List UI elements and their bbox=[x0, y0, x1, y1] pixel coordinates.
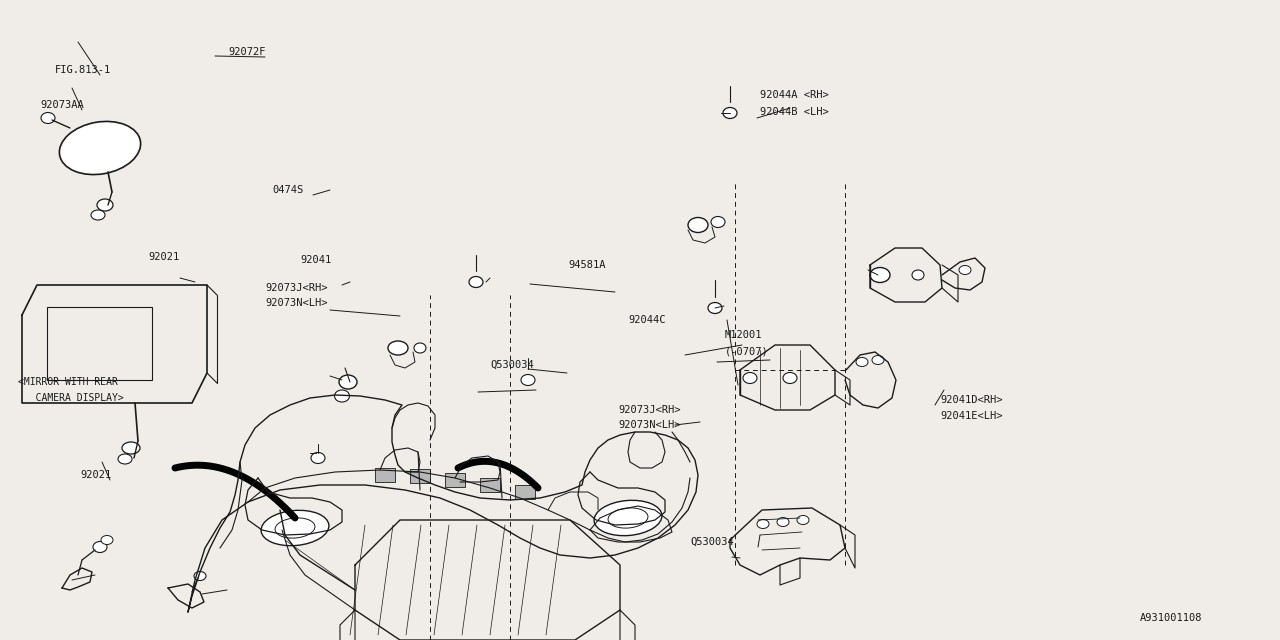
Bar bbox=[410, 469, 430, 483]
Ellipse shape bbox=[913, 270, 924, 280]
Ellipse shape bbox=[797, 515, 809, 525]
Text: 92073J<RH>: 92073J<RH> bbox=[618, 405, 681, 415]
Text: Q530034: Q530034 bbox=[690, 537, 733, 547]
Text: 92044C: 92044C bbox=[628, 315, 666, 325]
Ellipse shape bbox=[41, 113, 55, 124]
Ellipse shape bbox=[856, 358, 868, 367]
Text: 92044A <RH>: 92044A <RH> bbox=[760, 90, 828, 100]
Ellipse shape bbox=[959, 266, 972, 275]
Ellipse shape bbox=[708, 303, 722, 314]
Ellipse shape bbox=[311, 452, 325, 463]
Text: 92041D<RH>: 92041D<RH> bbox=[940, 395, 1002, 405]
Text: CAMERA DISPLAY>: CAMERA DISPLAY> bbox=[18, 393, 124, 403]
Ellipse shape bbox=[689, 218, 708, 232]
Text: M12001: M12001 bbox=[724, 330, 763, 340]
Text: 0474S: 0474S bbox=[273, 185, 303, 195]
Ellipse shape bbox=[195, 572, 206, 580]
Text: 92072F: 92072F bbox=[228, 47, 265, 57]
Ellipse shape bbox=[723, 108, 737, 118]
Ellipse shape bbox=[91, 210, 105, 220]
Ellipse shape bbox=[122, 442, 140, 454]
Text: 92073N<LH>: 92073N<LH> bbox=[265, 298, 328, 308]
Ellipse shape bbox=[777, 518, 788, 527]
Ellipse shape bbox=[413, 343, 426, 353]
Ellipse shape bbox=[101, 536, 113, 545]
Text: 92041E<LH>: 92041E<LH> bbox=[940, 411, 1002, 421]
Text: FIG.813-1: FIG.813-1 bbox=[55, 65, 111, 75]
Text: 92073N<LH>: 92073N<LH> bbox=[618, 420, 681, 430]
Bar bbox=[445, 473, 465, 487]
Ellipse shape bbox=[783, 372, 797, 383]
Ellipse shape bbox=[608, 508, 648, 528]
Ellipse shape bbox=[468, 276, 483, 287]
Text: 92073AA: 92073AA bbox=[40, 100, 83, 110]
Ellipse shape bbox=[521, 374, 535, 385]
Text: (-0707): (-0707) bbox=[724, 346, 769, 356]
Text: 92041: 92041 bbox=[300, 255, 332, 265]
Text: 92021: 92021 bbox=[81, 470, 111, 480]
Ellipse shape bbox=[97, 199, 113, 211]
Ellipse shape bbox=[756, 520, 769, 529]
Ellipse shape bbox=[870, 268, 890, 282]
Text: 94581A: 94581A bbox=[568, 260, 605, 270]
Text: 92021: 92021 bbox=[148, 252, 179, 262]
Ellipse shape bbox=[872, 355, 884, 365]
Ellipse shape bbox=[334, 390, 349, 402]
Bar bbox=[375, 468, 396, 482]
Ellipse shape bbox=[388, 341, 408, 355]
Text: A931001108: A931001108 bbox=[1140, 613, 1202, 623]
Ellipse shape bbox=[742, 372, 756, 383]
Text: Q530034: Q530034 bbox=[490, 360, 534, 370]
Text: <MIRROR WITH REAR: <MIRROR WITH REAR bbox=[18, 377, 118, 387]
Ellipse shape bbox=[261, 510, 329, 546]
Ellipse shape bbox=[118, 454, 132, 464]
Ellipse shape bbox=[594, 500, 662, 536]
Text: 92044B <LH>: 92044B <LH> bbox=[760, 107, 828, 117]
Ellipse shape bbox=[93, 541, 108, 552]
Ellipse shape bbox=[710, 216, 724, 227]
Ellipse shape bbox=[59, 122, 141, 175]
Bar bbox=[515, 485, 535, 499]
Text: 92073J<RH>: 92073J<RH> bbox=[265, 283, 328, 293]
Bar bbox=[480, 478, 500, 492]
Ellipse shape bbox=[275, 518, 315, 538]
Ellipse shape bbox=[339, 375, 357, 389]
